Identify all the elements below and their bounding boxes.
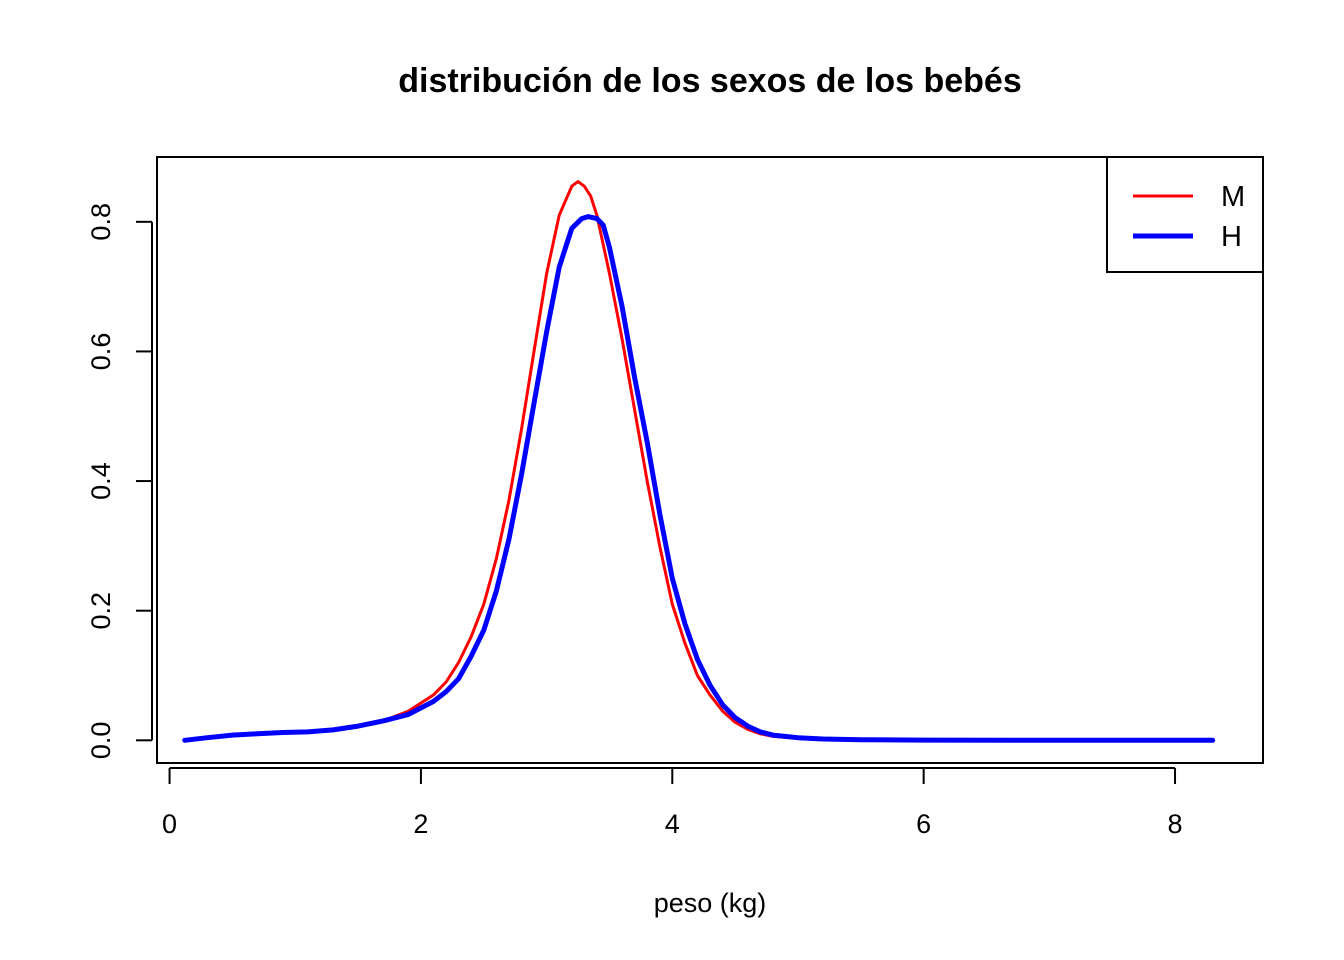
y-tick-label: 0.4 [86,462,116,500]
y-axis: 0.0 0.2 0.4 0.6 0.8 [86,203,153,760]
x-tick-label: 6 [916,809,931,839]
y-tick-label: 0.0 [86,722,116,760]
x-tick-label: 0 [162,809,177,839]
series-layer [182,180,1216,743]
x-tick-label: 2 [413,809,428,839]
y-tick-label: 0.2 [86,592,116,630]
legend: MH [1106,156,1264,273]
x-axis-label: peso (kg) [654,888,767,918]
legend-label-m: M [1221,181,1245,213]
plot-frame [156,156,1264,764]
legend-box [1106,156,1264,273]
x-tick-label: 4 [665,809,680,839]
x-axis: 0 2 4 6 8 [162,767,1183,839]
y-tick-label: 0.6 [86,333,116,371]
series-line-h [182,214,1216,743]
chart-title: distribución de los sexos de los bebés [398,62,1022,100]
y-tick-label: 0.8 [86,203,116,241]
x-tick-label: 8 [1168,809,1183,839]
legend-label-h: H [1221,221,1242,253]
